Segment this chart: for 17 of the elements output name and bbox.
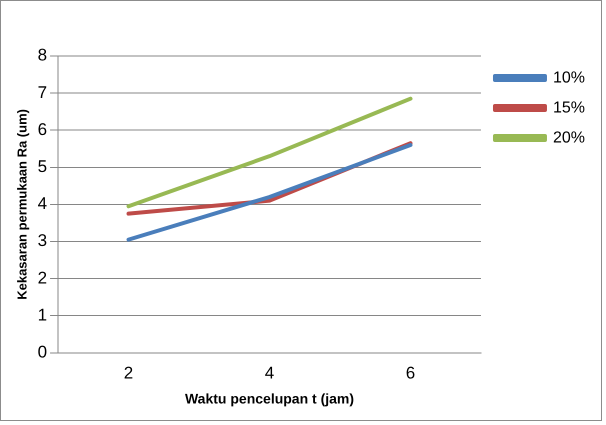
x-axis-title: Waktu pencelupan t (jam) bbox=[184, 390, 354, 406]
y-tick-label: 1 bbox=[38, 305, 48, 324]
y-tick-label: 7 bbox=[38, 82, 48, 102]
legend-label: 15% bbox=[552, 99, 586, 116]
y-tick-label: 2 bbox=[38, 268, 48, 288]
y-tick-label: 0 bbox=[38, 342, 48, 362]
legend-label: 20% bbox=[552, 129, 586, 146]
y-axis-title: Kekasaran permukaan Ra (um) bbox=[14, 109, 30, 300]
x-tick-label: 2 bbox=[124, 364, 134, 383]
y-tick-label: 3 bbox=[38, 231, 48, 250]
y-tick-label: 4 bbox=[38, 194, 48, 214]
y-tick-label: 8 bbox=[38, 46, 48, 65]
x-tick-label: 4 bbox=[264, 364, 274, 383]
x-tick-label: 6 bbox=[406, 364, 416, 383]
y-tick-label: 6 bbox=[38, 120, 48, 139]
legend-label: 10% bbox=[552, 69, 586, 86]
y-tick-label: 5 bbox=[38, 156, 48, 176]
